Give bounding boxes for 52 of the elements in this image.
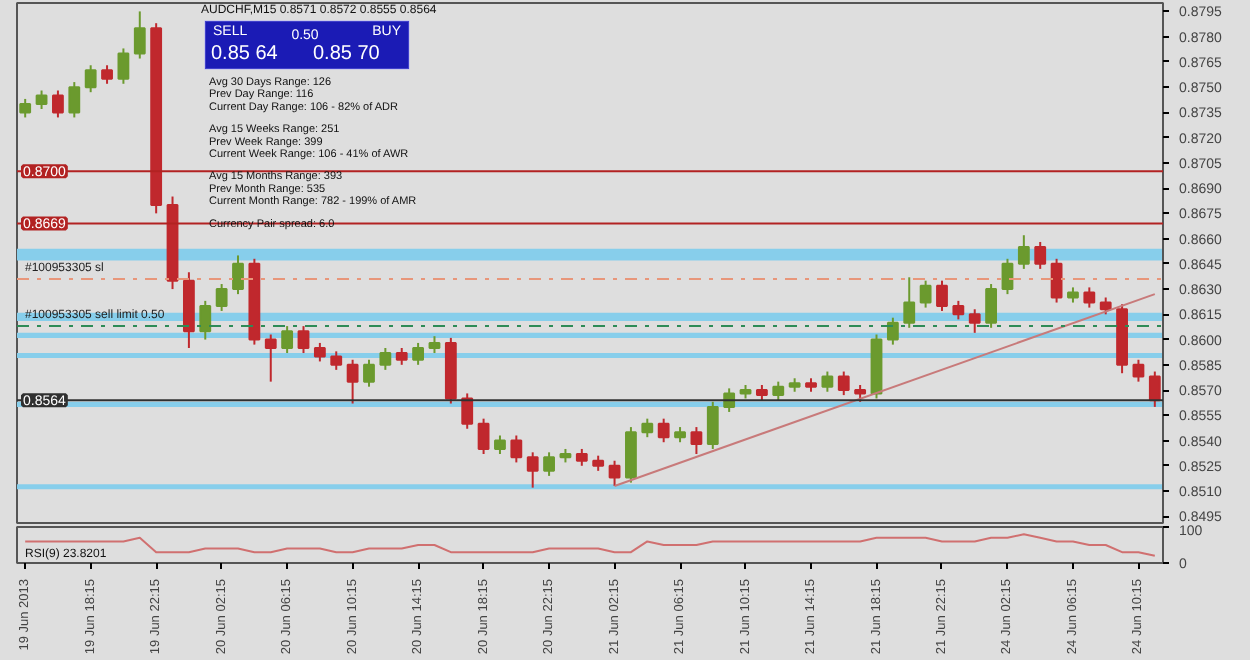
candlestick [264,333,277,383]
candlestick [510,434,523,464]
candlestick [919,279,932,309]
candlestick [215,283,228,312]
candlestick [526,451,539,489]
candlestick [821,370,834,393]
annotation: 0.85 70 [313,43,381,65]
candlestick [543,451,555,477]
candlestick [117,47,130,85]
line-series [24,533,1156,557]
candlestick [1001,257,1014,296]
candlestick [379,346,392,371]
candlestick [412,341,425,366]
candlestick [706,400,719,450]
candlestick [903,276,916,329]
candlestick [133,10,146,60]
candlestick [494,434,506,455]
candlestick [477,417,490,455]
candlestick [232,254,244,296]
candlestick [936,279,948,312]
candlestick [968,308,981,334]
candlestick [330,350,343,371]
candlestick [101,64,113,85]
candlestick [625,426,637,484]
candlestick [1148,370,1161,408]
candlestick [985,283,998,329]
candlestick [281,325,294,355]
candlestick [837,370,850,397]
candlestick [461,392,474,430]
candlestick [199,299,212,341]
candlestick [657,417,670,444]
candlestick [52,89,64,119]
candlestick [952,299,965,321]
candlestick [641,417,654,439]
candlestick [1034,240,1047,270]
candlestick [886,316,899,346]
candlestick [68,81,81,119]
candlestick [1017,234,1030,270]
candlestick [363,358,375,388]
candlestick [19,97,32,119]
candlestick [1132,358,1145,383]
candlestick [313,341,326,363]
candlestick [84,64,97,94]
annotation: 0.85 64 [211,43,279,65]
candlestick [346,358,359,405]
candlestick [35,89,48,111]
candlestick [1083,286,1096,309]
candlestick [297,325,310,355]
candlestick [772,380,785,402]
candlestick [690,426,703,455]
candlestick [1050,257,1063,304]
candlestick [608,459,621,487]
